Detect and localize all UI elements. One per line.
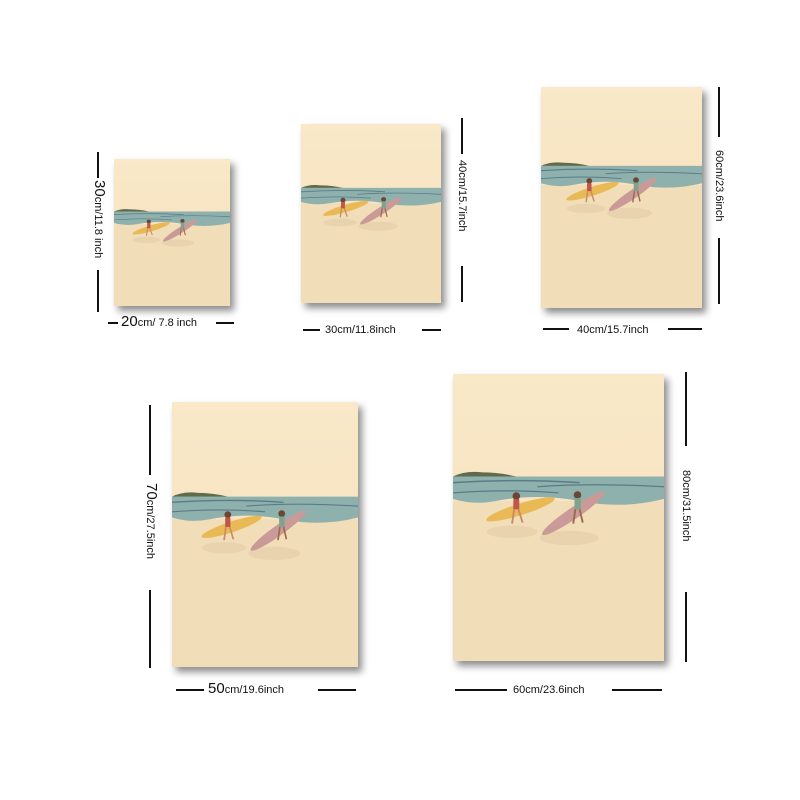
height-dimension-line: [149, 405, 151, 475]
width-dimension-line: [303, 329, 320, 331]
width-dimension-line: [318, 689, 356, 691]
poster-20x30: [114, 159, 230, 306]
width-dimension-line: [543, 328, 569, 330]
beach-surfers-illustration: [172, 402, 358, 667]
poster-50x70: [172, 402, 358, 667]
height-dimension-line: [97, 270, 99, 312]
yellow-surfboard: [323, 200, 369, 216]
yellow-surfboard: [201, 515, 262, 539]
beach-surfers-illustration: [541, 87, 702, 308]
height-dimension-line: [97, 152, 99, 178]
sea: [541, 165, 702, 188]
poster-40x60: [541, 87, 702, 308]
height-dimension-line: [461, 118, 463, 154]
poster-30x40: [301, 124, 441, 303]
yellow-surfboard: [486, 497, 555, 522]
width-dimension-line: [455, 689, 507, 691]
height-label-30x40: 40cm/15.7inch: [456, 160, 468, 232]
height-dimension-line: [149, 590, 151, 668]
height-label-40x60: 60cm/23.6inch: [713, 150, 725, 222]
height-dimension-line: [685, 592, 687, 662]
sea: [172, 496, 358, 523]
width-dimension-line: [216, 322, 234, 324]
height-label-50x70: 70cm/27.5inch: [143, 483, 160, 559]
width-dimension-line: [612, 689, 662, 691]
height-dimension-line: [718, 87, 720, 137]
width-label-60x80: 60cm/23.6inch: [513, 684, 585, 696]
height-dimension-line: [461, 266, 463, 302]
beach-surfers-illustration: [453, 374, 664, 661]
sea: [114, 211, 230, 226]
beach-surfers-illustration: [114, 159, 230, 306]
width-label-30x40: 30cm/11.8inch: [325, 324, 396, 336]
island: [114, 209, 149, 212]
pink-surfboard: [608, 177, 657, 212]
sea: [453, 476, 664, 505]
width-label-20x30: 20cm/ 7.8 inch: [121, 313, 197, 330]
island: [541, 162, 590, 166]
width-dimension-line: [108, 322, 118, 324]
yellow-surfboard: [132, 222, 170, 235]
pink-surfboard: [162, 219, 198, 242]
width-dimension-line: [176, 689, 204, 691]
pink-surfboard: [541, 491, 605, 536]
height-label-60x80: 80cm/31.5inch: [680, 470, 692, 542]
pink-surfboard: [250, 510, 306, 551]
width-dimension-line: [668, 328, 702, 330]
height-label-20x30: 30cm/11.8 inch: [91, 180, 108, 259]
yellow-surfboard: [566, 181, 619, 201]
height-dimension-line: [685, 372, 687, 446]
width-dimension-line: [422, 329, 441, 331]
width-label-50x70: 50cm/19.6inch: [208, 680, 284, 697]
island: [453, 471, 517, 477]
pink-surfboard: [360, 197, 402, 225]
island: [172, 492, 228, 497]
height-dimension-line: [718, 238, 720, 304]
sea: [301, 187, 441, 206]
beach-surfers-illustration: [301, 124, 441, 303]
width-label-40x60: 40cm/15.7inch: [577, 324, 649, 336]
island: [301, 185, 343, 188]
poster-60x80: [453, 374, 664, 661]
